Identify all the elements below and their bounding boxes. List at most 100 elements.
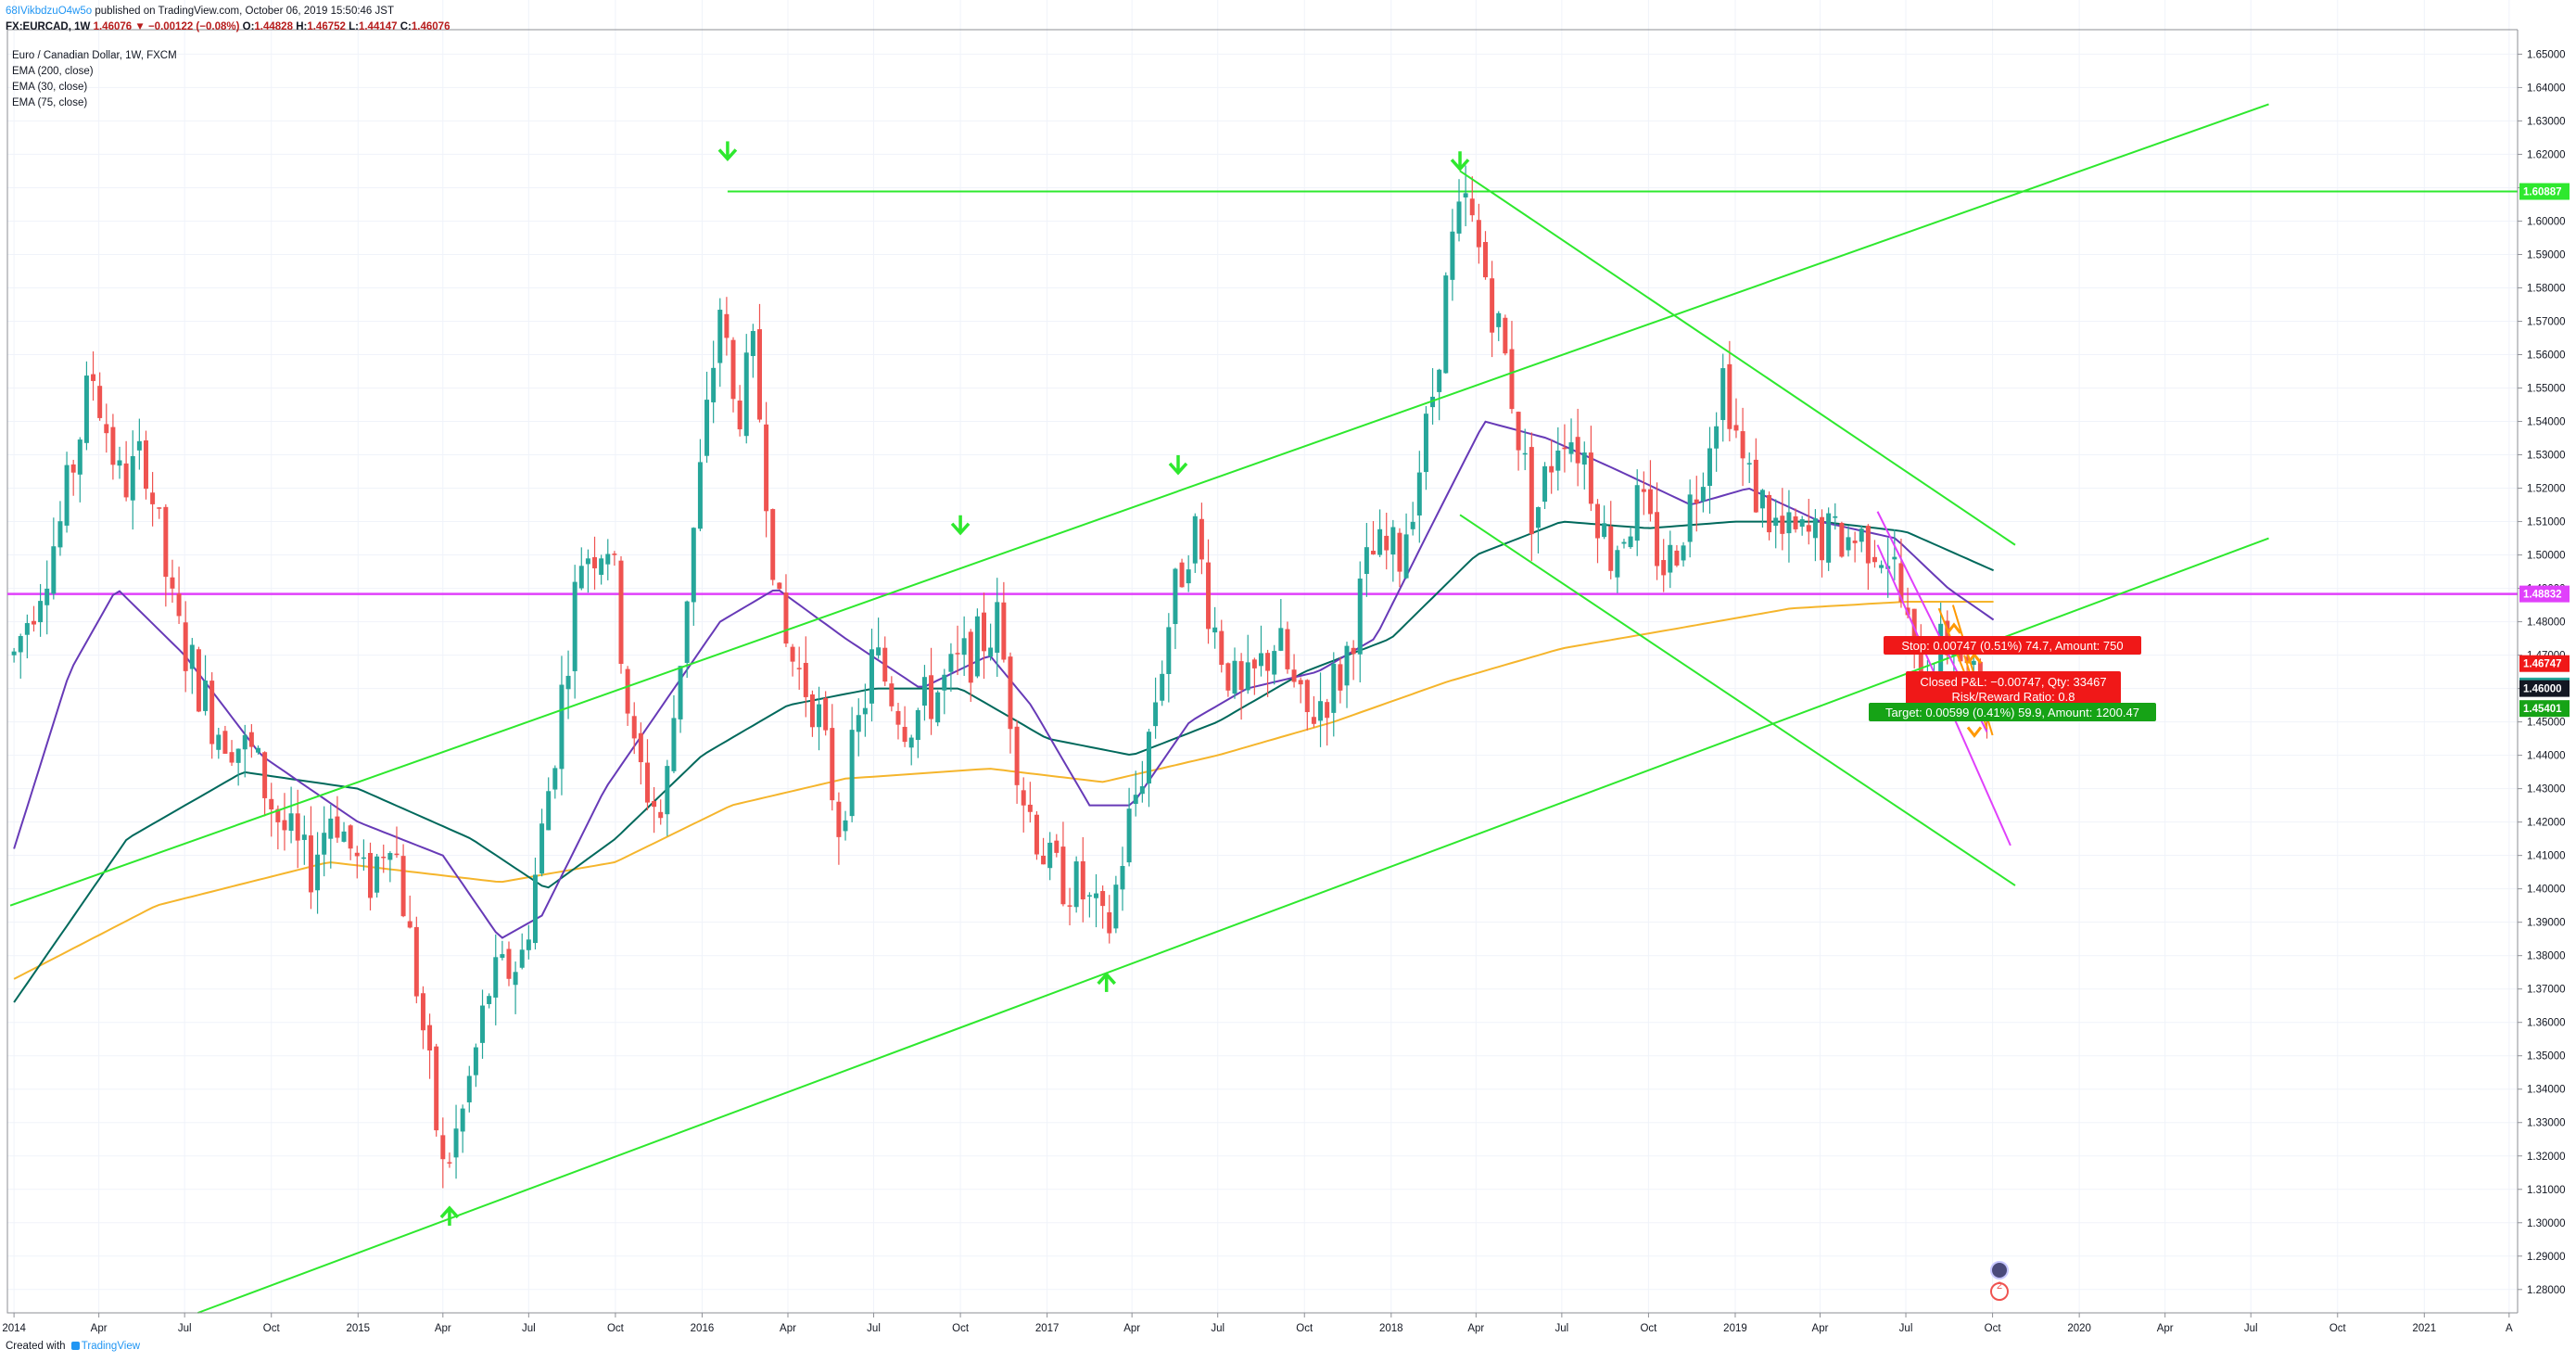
- candle-body: [110, 426, 116, 465]
- order-up-icon: [1946, 622, 1962, 634]
- candle-body: [341, 831, 347, 842]
- position-tool[interactable]: Stop: 0.00747 (0.51%) 74.7, Amount: 750 C…: [1869, 605, 2156, 1301]
- candle-body: [1793, 516, 1798, 529]
- candle-body: [777, 582, 782, 590]
- candle-body: [1073, 861, 1079, 908]
- arrow-down-icon: [950, 522, 971, 536]
- candle-body: [97, 386, 103, 418]
- candle-body: [1113, 885, 1119, 929]
- candle-body: [1384, 535, 1390, 551]
- candle-body: [1820, 516, 1825, 561]
- low-value: 1.44147: [358, 21, 398, 32]
- candle-body: [1146, 732, 1151, 784]
- legend-title[interactable]: Euro / Canadian Dollar, 1W, FXCM: [12, 50, 177, 61]
- candle-body: [466, 1076, 472, 1102]
- candle-body: [275, 808, 281, 822]
- candle-body: [1859, 528, 1864, 542]
- candle-body: [908, 737, 914, 748]
- hline-price-label: 1.48832: [2523, 590, 2562, 601]
- candle-body: [434, 1046, 439, 1131]
- candle-body: [730, 339, 736, 400]
- horizontal-lines: [7, 190, 2518, 595]
- arrow-down-icon: [1168, 462, 1188, 476]
- candle-body: [1879, 565, 1884, 568]
- price-tick-label: 1.42000: [2527, 818, 2566, 829]
- candle-body: [935, 692, 941, 723]
- candle-body: [843, 820, 848, 832]
- trend-line: [197, 537, 2269, 1314]
- high-label: H:: [296, 21, 308, 32]
- close-label: C:: [400, 21, 412, 32]
- risk-reward-label: Risk/Reward Ratio: 0.8: [1952, 690, 2075, 704]
- candle-body: [1186, 569, 1191, 584]
- candle-body: [1733, 425, 1739, 431]
- candle-body: [222, 731, 228, 754]
- candle-body: [836, 801, 842, 837]
- open-value: 1.44828: [254, 21, 293, 32]
- candle-body: [955, 653, 960, 655]
- legend-study-ema75[interactable]: EMA (75, close): [12, 97, 88, 108]
- candle-body: [1522, 452, 1528, 455]
- candle-body: [473, 1047, 478, 1076]
- candle-body: [678, 666, 683, 719]
- candle-body: [691, 528, 696, 603]
- candle-body: [480, 1005, 486, 1043]
- time-tick-label: Jul: [867, 1323, 881, 1334]
- time-tick-label: Apr: [1467, 1323, 1484, 1334]
- candle-body: [1272, 651, 1277, 675]
- candle-body: [1021, 790, 1026, 806]
- price-tick-label: 1.40000: [2527, 885, 2566, 896]
- candle-body: [1681, 545, 1686, 561]
- author-link[interactable]: 68IVikbdzuO4w5o: [6, 6, 93, 17]
- candle-body: [711, 367, 717, 402]
- last-price: 1.46076: [93, 21, 133, 32]
- candle-body: [1496, 312, 1502, 327]
- candle-body: [1397, 532, 1402, 572]
- candle-body: [750, 331, 755, 357]
- candle-body: [612, 554, 617, 555]
- candle-body: [256, 747, 260, 753]
- candle-body: [1720, 368, 1726, 421]
- order-up-icon: [1966, 652, 1983, 665]
- legend-study-ema30[interactable]: EMA (30, close): [12, 82, 88, 93]
- published-text: published on TradingView.com, October 06…: [92, 6, 394, 17]
- symbol[interactable]: FX:EURCAD, 1W: [6, 21, 91, 32]
- candle-body: [1655, 512, 1660, 566]
- candle-body: [948, 654, 954, 672]
- candle-body: [638, 732, 643, 763]
- trend-lines[interactable]: [9, 103, 2269, 1314]
- time-tick-label: 2016: [691, 1323, 715, 1334]
- candle-body: [1423, 414, 1428, 473]
- candle-body: [77, 439, 82, 475]
- change-arrow-icon: ▼: [134, 21, 146, 32]
- candle-body: [585, 558, 590, 565]
- legend-study-ema200[interactable]: EMA (200, close): [12, 66, 94, 77]
- candle-body: [513, 972, 518, 986]
- candle-body: [565, 675, 571, 690]
- tradingview-link[interactable]: TradingView: [81, 1341, 141, 1352]
- candle-body: [1641, 489, 1646, 492]
- candle-body: [849, 730, 855, 817]
- candle-body: [354, 852, 360, 857]
- candle-body: [440, 1135, 446, 1160]
- candle-body: [216, 734, 222, 750]
- price-tick-label: 1.58000: [2527, 283, 2566, 294]
- candle-body: [1575, 437, 1580, 464]
- candle-body: [308, 835, 313, 893]
- close-value: 1.46076: [411, 21, 450, 32]
- time-tick-label: Oct: [607, 1323, 625, 1334]
- time-tick-label: Apr: [2157, 1323, 2174, 1334]
- candle-body: [684, 601, 690, 663]
- ema30-line: [13, 420, 1995, 939]
- candle-body: [123, 463, 129, 498]
- candle-body: [57, 521, 63, 548]
- candle-body: [31, 620, 36, 625]
- tradingview-logo-icon: [70, 1342, 80, 1350]
- candle-body: [1245, 662, 1250, 691]
- candle-body: [83, 376, 89, 443]
- candle-body: [1278, 628, 1284, 651]
- time-tick-label: Oct: [1296, 1323, 1313, 1334]
- candle-body: [1674, 550, 1680, 566]
